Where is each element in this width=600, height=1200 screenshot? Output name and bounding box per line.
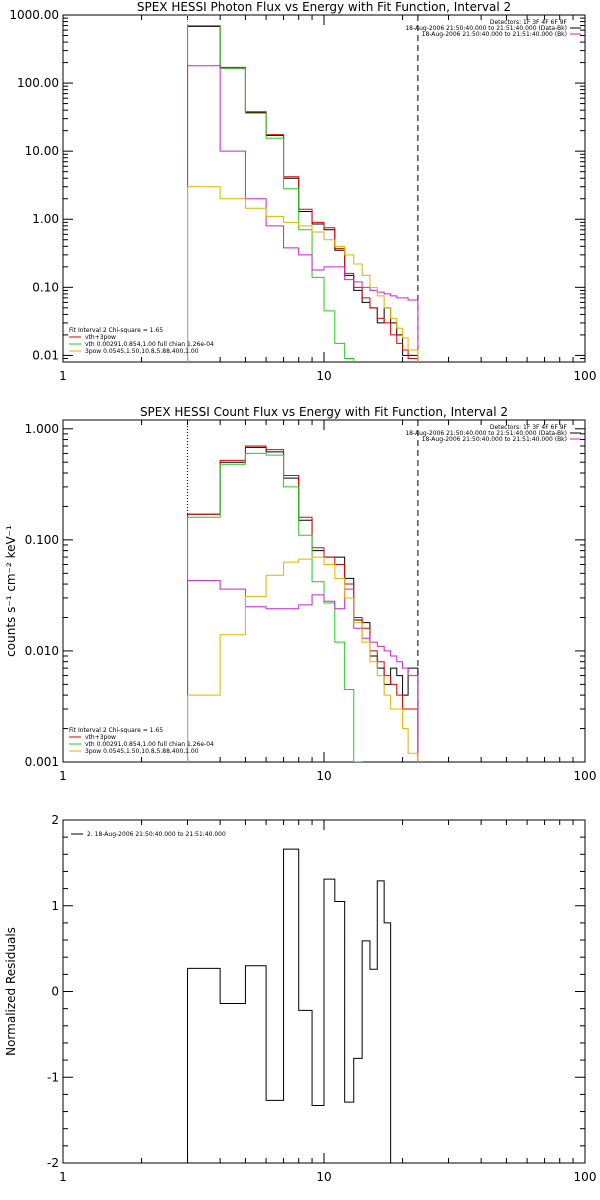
legend-label: vth 0.00291,0.854,1.00 full chian 1.26e-… xyxy=(85,741,214,748)
chart-3: 1 10 100 -2 -1 0 1 2 Normalized Residuals 2. 18-A… xyxy=(4,813,596,1184)
y-tick-label: 100.00 xyxy=(17,76,59,90)
series-line-yellow xyxy=(187,556,419,762)
series-line-green xyxy=(187,25,355,362)
y-axis-label: Normalized Residuals xyxy=(4,927,18,1056)
y-tick-label: 0.001 xyxy=(25,755,59,769)
y-tick-label: -1 xyxy=(47,1070,59,1084)
chart-title: SPEX HESSI Count Flux vs Energy with Fit… xyxy=(140,405,508,419)
legend-label: vth+3pow xyxy=(85,334,116,341)
series-line-green xyxy=(187,452,363,762)
series-group xyxy=(187,25,419,362)
header-line: Detectors: 1F 3F 4F 6F 9F xyxy=(490,424,568,431)
chart-title: SPEX HESSI Photon Flux vs Energy with Fi… xyxy=(137,0,511,14)
series-group xyxy=(187,848,392,1163)
y-tick-label: -2 xyxy=(47,1156,59,1170)
y-tick-label: 2 xyxy=(51,813,59,827)
legend-label: vth+3pow xyxy=(85,734,116,741)
x-tick-label: 10 xyxy=(316,769,331,783)
header-line: Detectors: 1F 3F 4F 6F 9F xyxy=(490,19,568,26)
x-tick-label: 10 xyxy=(316,369,331,383)
y-tick-label: 1000.00 xyxy=(9,8,59,22)
y-tick-label: 0.01 xyxy=(32,348,59,362)
series-line-magenta xyxy=(187,580,419,762)
fit-label: Fit Interval 2 Chi-square = 1.65 xyxy=(69,727,163,734)
y-tick-label: 0 xyxy=(51,985,59,999)
x-tick-label: 10 xyxy=(316,1170,331,1184)
chart-2: SPEX HESSI Count Flux vs Energy with Fit… xyxy=(4,405,596,783)
x-tick-label: 100 xyxy=(574,1170,597,1184)
chart-1: SPEX HESSI Photon Flux vs Energy with Fi… xyxy=(9,0,596,383)
y-tick-label: 0.100 xyxy=(25,533,59,547)
header-line: 18-Aug-2006 21:50:40.000 to 21:51:40.000… xyxy=(405,25,567,32)
y-tick-label: 1.00 xyxy=(32,212,59,226)
fit-label: Fit Interval 2 Chi-square = 1.65 xyxy=(69,327,163,334)
x-tick-label: 100 xyxy=(574,369,597,383)
series-line-black xyxy=(187,848,392,1163)
series-line-magenta xyxy=(187,65,419,362)
x-tick-label: 1 xyxy=(59,769,67,783)
y-tick-label: 1.000 xyxy=(25,422,59,436)
series-line-yellow xyxy=(187,186,419,362)
series-line-black xyxy=(187,25,419,362)
header-line: 18-Aug-2006 21:50:40.000 to 21:51:40.000… xyxy=(405,430,567,437)
legend-label: 3pow 0.0545,1.50,10.8,5.88,400,1.00 xyxy=(85,748,199,755)
y-tick-label: 10.00 xyxy=(25,144,59,158)
header-line: 18-Aug-2006 21:50:40.000 to 21:51:40.000… xyxy=(422,436,567,443)
legend-label: vth 0.00291,0.854,1.00 full chian 1.26e-… xyxy=(85,341,214,348)
y-tick-label: 0.010 xyxy=(25,644,59,658)
y-tick-label: 0.10 xyxy=(32,280,59,294)
series-line-red xyxy=(187,25,419,362)
x-tick-label: 1 xyxy=(59,1170,67,1184)
series-line-red xyxy=(187,445,419,762)
series-group xyxy=(187,445,419,762)
x-tick-label: 100 xyxy=(574,769,597,783)
x-tick-label: 1 xyxy=(59,369,67,383)
legend-label: 2. 18-Aug-2006 21:50:40.000 to 21:51:40.… xyxy=(87,831,226,838)
legend-label: 3pow 0.0545,1.50,10.8,5.88,400,1.00 xyxy=(85,348,199,355)
y-axis-label: counts s⁻¹ cm⁻² keV⁻¹ xyxy=(4,525,18,657)
y-tick-label: 1 xyxy=(51,899,59,913)
header-line: 18-Aug-2006 21:50:40.000 to 21:51:40.000… xyxy=(422,31,567,38)
